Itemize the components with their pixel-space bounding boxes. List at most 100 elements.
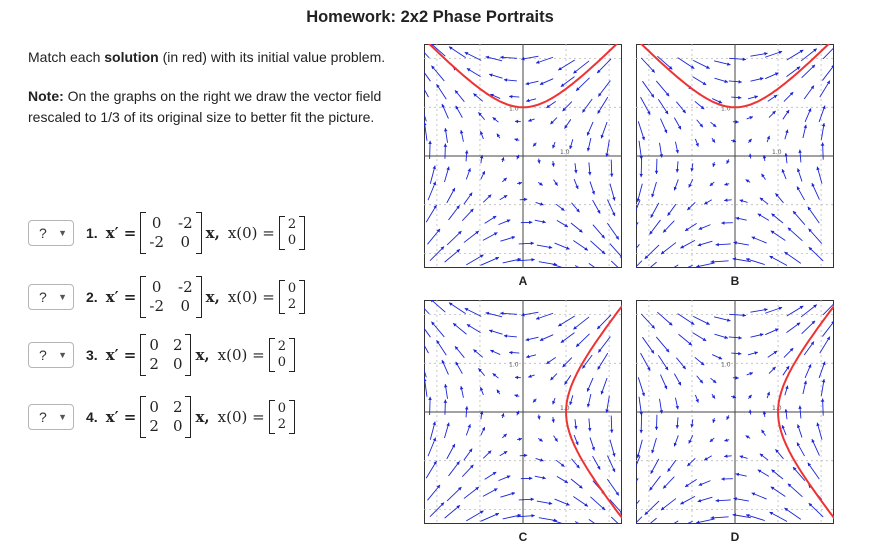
arrow-head [789, 348, 794, 352]
arrow-head [739, 455, 744, 459]
arrow-head [636, 454, 641, 458]
arrow-head [803, 124, 808, 129]
arrow-head [521, 56, 525, 61]
arrow-head [659, 154, 664, 158]
arrow-head [647, 367, 651, 371]
field-arrow [637, 121, 645, 141]
field-arrow [787, 227, 803, 242]
answer-select-value: ? [39, 409, 47, 425]
chevron-down-icon: ▼ [58, 292, 67, 302]
arrow-head [659, 410, 664, 414]
arrow-head [493, 488, 498, 492]
field-arrow [573, 60, 590, 74]
equation-lhs: x′ = [105, 288, 137, 306]
arrow-head [576, 464, 580, 469]
arrow-head [539, 81, 544, 85]
field-arrow [677, 313, 695, 326]
field-arrow [822, 320, 835, 337]
arrow-head [748, 138, 752, 143]
field-arrow [640, 96, 651, 115]
arrow-head [735, 120, 739, 124]
arrow-head [810, 341, 815, 346]
arrow-head [699, 379, 703, 384]
arrow-head [759, 453, 764, 458]
arrow-head [796, 322, 801, 326]
arrow-head [531, 258, 535, 262]
arrow-head [591, 190, 596, 195]
arrow-head [775, 449, 779, 453]
arrow-head [479, 131, 484, 135]
field-arrow [427, 484, 441, 501]
field-arrow [444, 504, 461, 519]
arrow-head [699, 123, 703, 128]
arrow-head [651, 69, 655, 73]
arrow-head [489, 73, 493, 77]
arrow-head [574, 169, 578, 174]
answer-select[interactable]: ? ▼ [28, 342, 74, 368]
arrow-head [440, 246, 445, 251]
arrow-head [773, 351, 778, 355]
arrow-head [598, 348, 602, 353]
answer-select[interactable]: ? ▼ [28, 404, 74, 430]
arrow-head [430, 42, 434, 47]
arrow-head [597, 366, 601, 370]
arrow-head [799, 305, 804, 310]
field-arrow [787, 483, 803, 498]
arrow-head [769, 511, 774, 516]
arrow-head [706, 321, 710, 325]
arrow-head [696, 520, 700, 524]
arrow-head [430, 298, 434, 303]
arrow-head [799, 49, 804, 54]
field-arrow [429, 502, 445, 518]
arrow-head [528, 118, 532, 122]
arrow-head [754, 351, 758, 355]
graph-label-b: B [730, 274, 740, 288]
arrow-head [468, 192, 473, 197]
field-arrow [800, 48, 818, 62]
answer-select[interactable]: ? ▼ [28, 220, 74, 246]
arrow-head [514, 375, 519, 380]
matrix-entry: 2 [172, 336, 183, 354]
arrow-head [526, 354, 530, 359]
field-arrow [557, 59, 576, 71]
arrow-head [464, 308, 469, 312]
initial-condition-lhs: x(0) = [227, 224, 275, 242]
arrow-head [601, 250, 606, 255]
arrow-head [464, 406, 469, 410]
problem-1: ? ▼ 1. x′ = 0 -2 -2 0 x, x(0) = 2 0 [28, 205, 309, 261]
arrow-head [798, 149, 802, 153]
answer-select[interactable]: ? ▼ [28, 284, 74, 310]
arrow-head [721, 221, 725, 225]
arrow-head [503, 451, 508, 455]
arrow-head [687, 462, 691, 467]
arrow-head [821, 379, 826, 383]
arrow-head [673, 442, 678, 447]
arrow-head [644, 255, 649, 259]
arrow-head [506, 219, 511, 223]
arrow-head [500, 55, 504, 60]
arrow-head [560, 463, 565, 467]
arrow-head [597, 69, 601, 74]
arrow-head [457, 231, 462, 235]
arrow-head [509, 350, 513, 355]
tick-label-y: 1.0 [509, 105, 519, 112]
arrow-head [831, 64, 835, 69]
field-arrow [429, 246, 445, 262]
arrow-head [433, 205, 437, 209]
arrow-head [650, 470, 654, 474]
arrow-head [709, 182, 714, 186]
match-instruction: Match each solution (in red) with its in… [28, 49, 386, 65]
note-text: Note: On the graphs on the right we draw… [28, 88, 382, 104]
field-arrow [807, 206, 820, 224]
arrow-head [663, 385, 668, 390]
arrow-head [528, 374, 532, 378]
arrow-head [778, 50, 783, 55]
arrow-head [492, 215, 497, 220]
arrow-head [514, 119, 519, 124]
arrow-head [428, 140, 432, 144]
arrow-head [578, 484, 583, 489]
field-arrow [448, 302, 466, 315]
arrow-head [688, 183, 692, 188]
arrow-head [479, 254, 484, 258]
arrow-head [721, 477, 725, 481]
